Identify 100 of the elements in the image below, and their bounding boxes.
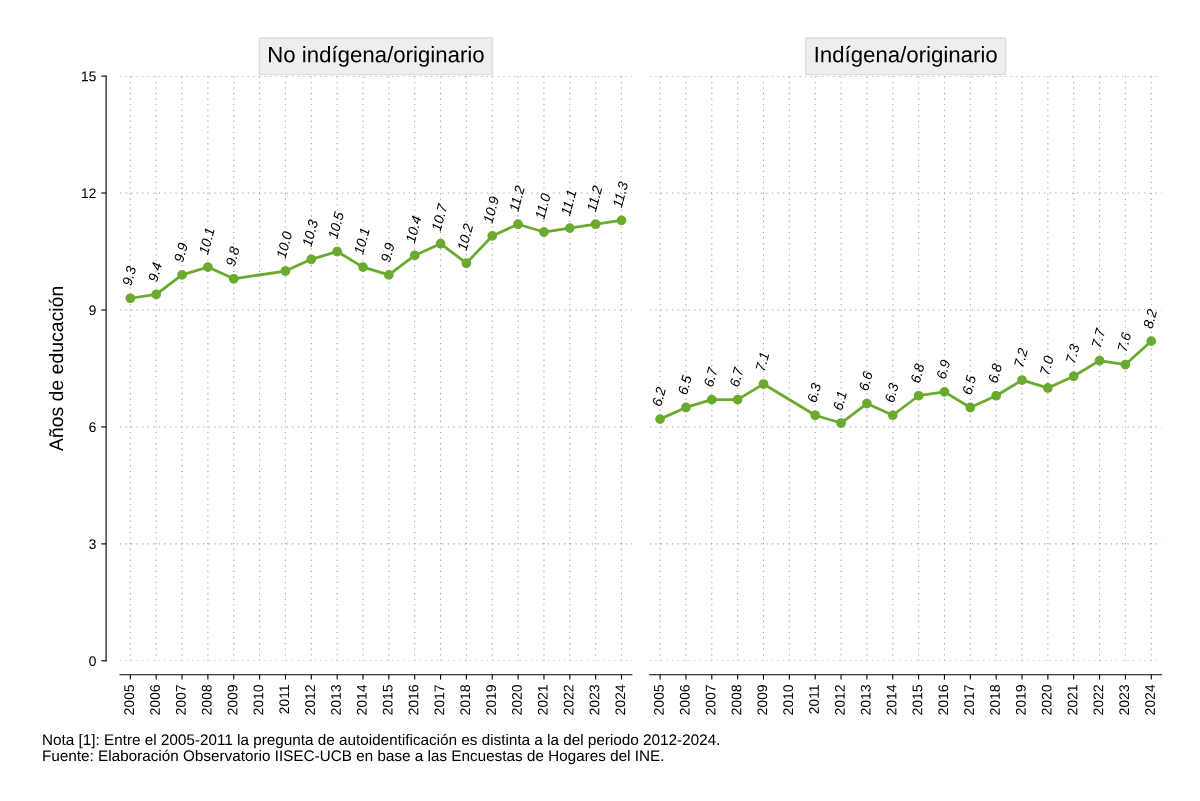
- data-label: 9.4: [147, 261, 163, 283]
- data-label: 9.9: [380, 242, 395, 263]
- x-tick-label: 2013: [331, 685, 341, 715]
- point: [706, 394, 717, 405]
- data-label: 10.1: [353, 227, 370, 255]
- data-label: 6.6: [858, 370, 873, 391]
- point: [913, 390, 924, 401]
- x-tick-label: 2006: [679, 685, 690, 715]
- point: [487, 231, 498, 241]
- y-tick-label: 12: [82, 188, 96, 199]
- x-tick-label: 2022: [1093, 685, 1104, 715]
- x-tick-label: 2011: [809, 685, 819, 714]
- data-label: 11.2: [586, 184, 603, 213]
- x-tick-label: 2014: [886, 684, 897, 715]
- point: [461, 258, 472, 269]
- point: [810, 410, 821, 421]
- point: [681, 402, 691, 413]
- data-label: 7.7: [1091, 327, 1106, 348]
- point: [151, 289, 162, 300]
- point: [358, 262, 368, 272]
- data-label: 10.5: [327, 211, 345, 240]
- data-label: 10.3: [301, 218, 319, 248]
- data-label: 6.8: [987, 362, 1003, 384]
- chart-title: Indígena/originario: [815, 45, 997, 67]
- data-label: 10.0: [276, 230, 293, 259]
- point: [564, 223, 575, 233]
- point: [862, 398, 872, 409]
- y-tick-label: 0: [89, 656, 96, 666]
- data-label: 11.1: [560, 189, 577, 216]
- data-label: 6.3: [884, 382, 899, 403]
- x-tick-label: 2015: [382, 685, 393, 715]
- text: Nota [1]: Entre el 2005-2011 la pregunta de autoidentificación es distinta a la del periodo 2012-2024.: [43, 733, 719, 749]
- x-tick-label: 2019: [486, 685, 496, 715]
- x-tick-label: 2010: [253, 684, 264, 715]
- x-tick-label: 2016: [938, 685, 949, 715]
- x-tick-label: 2019: [1015, 685, 1026, 715]
- data-label: 6.3: [807, 382, 822, 403]
- data-label: 9.3: [122, 265, 137, 287]
- x-tick-label: 2018: [990, 685, 1000, 715]
- data-label: 11.0: [534, 192, 551, 220]
- data-label: 10.1: [198, 227, 215, 255]
- x-tick-label: 2008: [201, 685, 212, 715]
- point: [758, 379, 769, 389]
- y-tick-label: 6: [89, 422, 96, 433]
- point: [1094, 355, 1105, 366]
- data-label: 6.8: [910, 362, 925, 384]
- point: [590, 219, 601, 230]
- x-tick-label: 2023: [1119, 685, 1130, 715]
- x-tick-label: 2021: [537, 685, 548, 715]
- point: [203, 262, 213, 272]
- point: [1120, 359, 1131, 370]
- y-tick-label: 3: [89, 539, 96, 550]
- x-tick-label: 2005: [124, 685, 135, 715]
- point: [513, 219, 523, 230]
- x-tick-label: 2018: [460, 685, 471, 715]
- x-tick-label: 2006: [150, 685, 160, 715]
- data-label: 7.0: [1039, 355, 1054, 375]
- x-tick-label: 2016: [408, 685, 419, 715]
- source-note: Fuente: Elaboración Observatorio IISEC-UCB en base a las Encuestas de Hogares del INE.: [43, 749, 664, 765]
- x-tick-label: 2010: [783, 684, 794, 715]
- x-tick-label: 2011: [279, 685, 290, 714]
- x-tick-label: 2015: [912, 685, 923, 715]
- point: [1042, 383, 1053, 393]
- y-tick-label: 9: [89, 305, 96, 316]
- point: [409, 250, 420, 261]
- data-label: 11.2: [508, 184, 525, 213]
- point: [1068, 371, 1079, 382]
- point: [887, 410, 898, 421]
- data-label: 6.5: [677, 374, 693, 395]
- point: [1146, 336, 1157, 347]
- point: [616, 215, 627, 226]
- data-label: 6.7: [729, 366, 744, 388]
- data-label: 6.2: [651, 386, 667, 407]
- x-tick-label: 2009: [227, 685, 238, 715]
- data-label: 11.3: [612, 180, 629, 209]
- point: [655, 414, 665, 424]
- x-tick-label: 2017: [434, 685, 445, 715]
- y-tick-label: 15: [82, 71, 96, 82]
- data-label: 10.4: [405, 215, 422, 244]
- x-tick-label: 2022: [563, 685, 574, 715]
- x-tick-label: 2012: [834, 685, 845, 715]
- x-tick-label: 2017: [964, 685, 975, 715]
- x-tick-label: 2020: [511, 684, 522, 715]
- data-label: 6.7: [703, 366, 719, 388]
- data-label: 10.2: [457, 222, 474, 252]
- point: [177, 270, 187, 280]
- x-tick-label: 2007: [175, 685, 186, 715]
- data-label: 8.2: [1142, 308, 1158, 329]
- data-label: 10.9: [482, 195, 500, 224]
- data-label: 6.9: [936, 359, 951, 380]
- x-tick-label: 2024: [1145, 684, 1155, 715]
- point: [280, 266, 291, 276]
- x-tick-label: 2007: [705, 685, 716, 715]
- x-tick-label: 2023: [589, 685, 600, 715]
- x-tick-label: 2024: [615, 684, 626, 715]
- point: [383, 270, 394, 280]
- point: [435, 238, 446, 249]
- x-tick-label: 2021: [1067, 685, 1078, 715]
- chart-title: No indígena/originario: [269, 45, 484, 67]
- x-tick-label: 2013: [860, 685, 871, 715]
